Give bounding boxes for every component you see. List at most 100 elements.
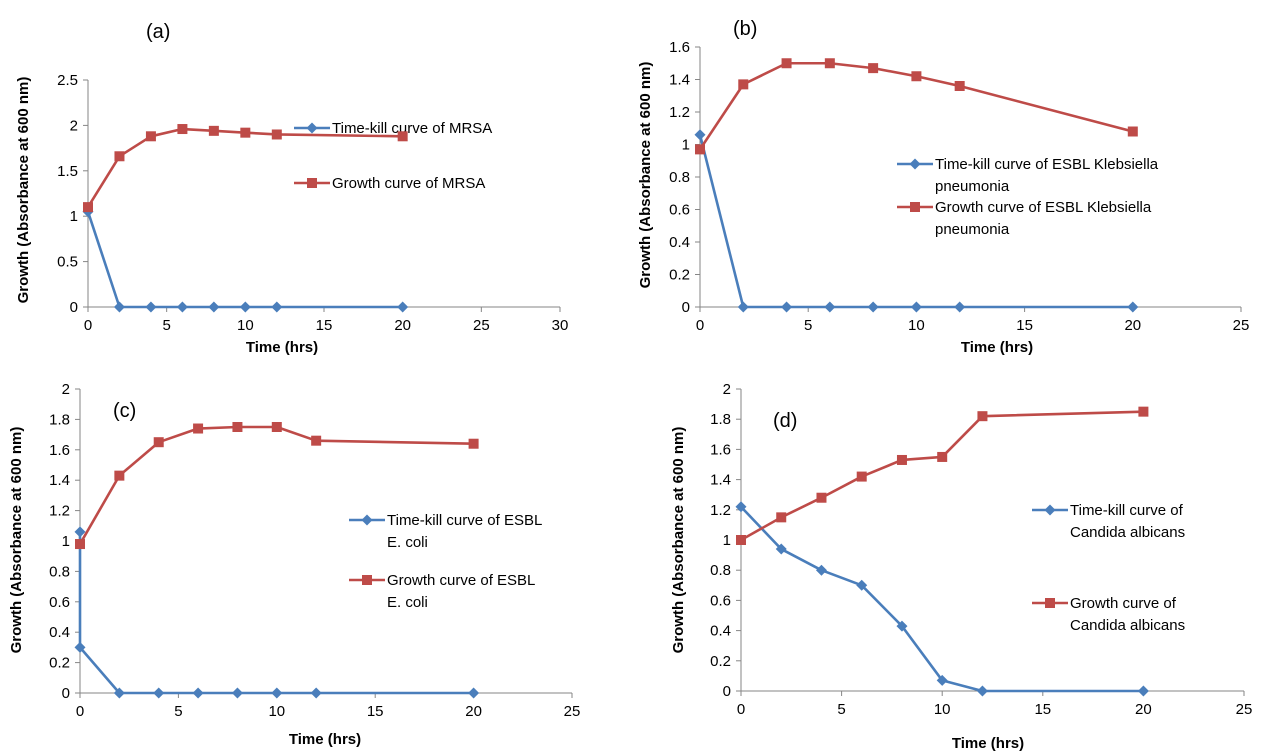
data-point (694, 129, 706, 141)
data-point (177, 124, 188, 135)
x-tick-label: 0 (737, 701, 745, 718)
data-point (74, 526, 86, 538)
legend-marker (307, 178, 317, 188)
y-tick-label: 1 (723, 532, 731, 549)
data-point (736, 535, 746, 545)
x-tick-label: 10 (908, 317, 925, 334)
data-point (145, 131, 156, 142)
series-growth-curve (695, 58, 1138, 155)
data-point (397, 301, 409, 313)
data-point (232, 422, 243, 432)
y-tick-label: 0.8 (710, 562, 731, 579)
y-axis-title: Growth (Absorbance at 600 nm) (637, 62, 654, 289)
data-point (208, 301, 220, 313)
series-time-kill-curve (82, 206, 409, 313)
x-tick-label: 0 (84, 317, 92, 334)
y-tick-label: 0 (723, 683, 731, 700)
legend-marker (910, 202, 920, 212)
x-tick-label: 0 (76, 703, 84, 720)
legend-label-line: Growth curve of MRSA (332, 175, 485, 192)
legend-label-line: Time-kill curve of (1070, 502, 1184, 519)
data-point (954, 81, 965, 91)
data-point (271, 422, 282, 432)
data-point (1127, 126, 1138, 137)
legend-label-line: Candida albicans (1070, 524, 1185, 541)
y-tick-label: 1.6 (669, 39, 690, 56)
y-tick-label: 0.2 (710, 653, 731, 670)
x-axis-title: Time (hrs) (246, 339, 318, 356)
y-tick-label: 2 (62, 381, 70, 398)
x-tick-label: 5 (804, 317, 812, 334)
legend-label-line: Growth curve of ESBL Klebsiella (935, 199, 1152, 216)
legend-marker (909, 158, 921, 170)
y-tick-label: 1.5 (57, 163, 78, 180)
y-axis-title: Growth (Absorbance at 600 nm) (8, 427, 25, 654)
data-point (468, 438, 479, 449)
data-point (1137, 685, 1149, 697)
legend-label-line: Growth curve of ESBL (387, 572, 535, 589)
data-point (896, 620, 908, 632)
data-point (1138, 406, 1149, 417)
y-tick-label: 1 (62, 533, 70, 550)
chart-panel-b: 0 0.2 0.4 0.6 0.8 1 1.2 1.4 1.6 0 5 10 15 20 25 Time (h… (637, 18, 1249, 356)
x-tick-label: 5 (837, 701, 845, 718)
data-point (976, 685, 988, 697)
data-point (896, 454, 907, 465)
data-point (114, 470, 125, 481)
legend-label: Growth curve of ESBL E. coli (387, 572, 535, 611)
legend-entry: Time-kill curve of ESBL E. coli (349, 512, 542, 551)
series-line (740, 505, 1144, 693)
chart-panel-a: 0 0.5 1 1.5 2 2.5 0 5 10 15 20 25 30 Time (hrs) Growth… (15, 21, 568, 356)
legend-marker (306, 122, 318, 134)
x-tick-label: 5 (174, 703, 182, 720)
series-line (740, 410, 1144, 542)
data-point (867, 301, 879, 313)
series-time-kill-curve (735, 501, 1149, 697)
legend-label-line: Growth curve of (1070, 595, 1177, 612)
data-point (738, 79, 749, 90)
data-point (271, 301, 283, 313)
series-time-kill-curve (694, 129, 1139, 313)
y-tick-label: 1 (70, 208, 78, 225)
data-point (856, 471, 867, 482)
legend-entry: Growth curve of MRSA (294, 175, 485, 192)
y-axis-title: Growth (Absorbance at 600 nm) (670, 427, 687, 654)
data-point (936, 674, 948, 686)
data-point (271, 129, 282, 140)
x-tick-label: 25 (1236, 701, 1253, 718)
y-tick-label: 0.4 (710, 623, 731, 640)
legend-entry: Time-kill curve of ESBL Klebsiella pneumo… (897, 156, 1159, 195)
data-point (775, 543, 787, 555)
data-point (397, 131, 408, 142)
data-point (977, 411, 988, 422)
series-growth-curve (736, 406, 1149, 545)
data-point (824, 58, 835, 69)
y-tick-label: 2 (70, 117, 78, 134)
data-point (271, 687, 283, 699)
x-tick-label: 25 (564, 703, 581, 720)
y-tick-label: 0 (70, 299, 78, 316)
data-point (776, 512, 787, 523)
chart-panel-d: 00.20.40.60.811.21.41.61.820 5 10 15 20 25Tim… (670, 381, 1252, 752)
data-point (75, 539, 85, 550)
legend-entry: Time-kill curve of MRSA (294, 120, 492, 137)
y-tick-label: 1.2 (669, 104, 690, 121)
x-tick-label: 15 (1034, 701, 1051, 718)
series-time-kill-curve (74, 526, 480, 699)
x-axis-title: Time (hrs) (961, 339, 1033, 356)
y-tick-label: 1.8 (710, 411, 731, 428)
data-point (737, 301, 749, 313)
data-point (192, 687, 204, 699)
y-tick-label: 1.4 (710, 472, 731, 489)
series-growth-curve (83, 124, 408, 213)
series-line (698, 134, 1133, 309)
data-point (74, 641, 86, 653)
data-point (83, 202, 93, 213)
legend-label: Growth curve of Candida albicans (1070, 595, 1185, 634)
legend-label-line: Candida albicans (1070, 617, 1185, 634)
data-point (815, 564, 827, 576)
series-line (78, 425, 474, 545)
data-point (781, 301, 793, 313)
y-tick-label: 2.5 (57, 72, 78, 89)
y-tick-label: 0.6 (669, 202, 690, 219)
